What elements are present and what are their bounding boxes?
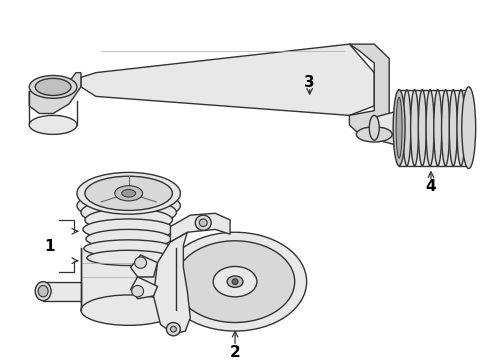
Ellipse shape — [395, 90, 403, 166]
Ellipse shape — [35, 78, 71, 95]
Ellipse shape — [77, 190, 180, 221]
Ellipse shape — [356, 127, 392, 142]
Ellipse shape — [411, 90, 418, 166]
Ellipse shape — [441, 90, 449, 166]
Ellipse shape — [434, 90, 442, 166]
Ellipse shape — [396, 97, 402, 158]
Polygon shape — [349, 44, 389, 134]
Polygon shape — [153, 232, 190, 334]
Ellipse shape — [164, 232, 307, 331]
Ellipse shape — [83, 219, 174, 240]
Circle shape — [167, 323, 180, 336]
Polygon shape — [81, 44, 374, 116]
Ellipse shape — [457, 90, 465, 166]
Text: 2: 2 — [230, 345, 241, 360]
Ellipse shape — [87, 250, 171, 266]
Ellipse shape — [85, 208, 172, 231]
Ellipse shape — [403, 90, 411, 166]
Ellipse shape — [85, 176, 172, 210]
Polygon shape — [131, 255, 157, 277]
Ellipse shape — [77, 172, 180, 214]
Circle shape — [232, 279, 238, 284]
Ellipse shape — [449, 90, 457, 166]
Polygon shape — [131, 277, 157, 299]
Text: 1: 1 — [44, 239, 54, 253]
Ellipse shape — [426, 90, 434, 166]
Ellipse shape — [86, 229, 172, 248]
Ellipse shape — [81, 295, 176, 325]
Polygon shape — [171, 213, 230, 242]
Ellipse shape — [35, 282, 51, 301]
Ellipse shape — [29, 116, 77, 134]
Circle shape — [132, 285, 144, 297]
Ellipse shape — [418, 90, 426, 166]
Text: 4: 4 — [426, 179, 436, 194]
Ellipse shape — [115, 186, 143, 201]
Polygon shape — [29, 73, 81, 113]
Ellipse shape — [81, 199, 176, 226]
Polygon shape — [399, 90, 469, 166]
Ellipse shape — [369, 116, 379, 140]
Polygon shape — [81, 248, 176, 310]
Ellipse shape — [38, 285, 48, 297]
Ellipse shape — [227, 276, 243, 287]
Polygon shape — [374, 111, 399, 146]
Circle shape — [199, 219, 207, 226]
Polygon shape — [43, 282, 81, 301]
Circle shape — [196, 215, 211, 230]
Circle shape — [171, 326, 176, 332]
Text: 3: 3 — [304, 75, 315, 90]
Ellipse shape — [84, 240, 173, 257]
Ellipse shape — [465, 90, 473, 166]
Ellipse shape — [175, 241, 294, 323]
Ellipse shape — [122, 189, 136, 197]
Ellipse shape — [29, 76, 77, 98]
Ellipse shape — [213, 266, 257, 297]
Ellipse shape — [462, 87, 476, 168]
Circle shape — [135, 257, 147, 268]
Ellipse shape — [393, 90, 405, 166]
